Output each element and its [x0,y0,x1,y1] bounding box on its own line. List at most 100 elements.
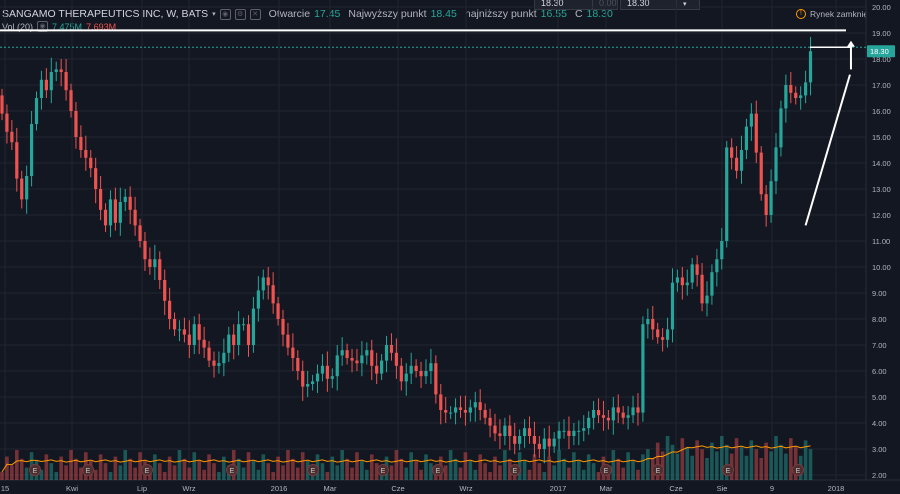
earnings-marker [82,464,94,476]
volume-bar [103,463,108,480]
candle [103,209,108,226]
candle [685,282,689,286]
candle [355,360,359,364]
volume-header: Vol (20) ◉ 7.475M 7.693M [2,21,116,32]
x-tick-label: Sie [717,484,728,493]
candle [15,142,19,179]
y-tick-label: 14.00 [872,159,891,168]
volume-bar [222,456,226,480]
earnings-marker-label: E [230,468,235,475]
volume-bar [665,436,670,480]
eye-icon[interactable]: ◉ [219,8,231,20]
candle [271,285,275,304]
earnings-marker [141,464,153,476]
trendline [804,74,851,226]
candle [49,72,53,91]
y-tick-label: 19.00 [872,29,891,38]
market-status: ! Rynek zamknięty [796,9,875,19]
volume-bar [123,450,128,480]
volume-bar [468,461,473,480]
y-tick-label: 16.00 [872,107,891,116]
volume-bar [719,436,724,480]
candle [34,98,39,124]
candle [39,79,44,98]
candle [419,371,423,377]
volume-bar [281,465,285,480]
volume-bar [591,463,596,480]
earnings-marker-label: E [86,468,91,475]
candle [409,365,413,374]
volume-bar [581,469,586,480]
volume-bar [374,463,379,480]
candle [414,365,418,371]
volume-bar [670,444,675,480]
candle [202,339,206,348]
settings-icon[interactable]: ⚙ [234,8,246,20]
candle [769,181,773,215]
volume-bar [424,454,428,480]
volume-bar [734,438,739,480]
candle [483,410,487,418]
candle [715,259,719,273]
price-box-2[interactable]: 0.00 [592,0,618,10]
candle [108,199,113,226]
candle [54,69,58,72]
candle [641,324,645,413]
x-tick-label: 2016 [271,484,288,493]
candle [325,365,329,379]
volume-bar [187,467,192,480]
volume-bar [577,461,581,480]
candle [286,334,290,348]
candle [513,436,517,444]
eye-icon[interactable]: ◉ [37,21,49,32]
current-price-label: 18.30 [870,47,889,56]
price-axis [866,0,900,494]
volume-bar [547,456,552,480]
x-tick-label: 9 [770,484,774,493]
volume-label[interactable]: Vol (20) [2,21,34,32]
candle [646,319,650,325]
volume-bar [611,450,616,480]
y-tick-label: 15.00 [872,133,891,142]
volume-bar [660,451,665,480]
y-tick-label: 13.00 [872,185,891,194]
candle [365,350,369,356]
candle [330,376,334,379]
candle [444,410,448,413]
candle [759,152,763,195]
volume-bar [19,458,24,480]
volume-bar [93,469,98,480]
candle [799,95,803,98]
symbol-title[interactable]: SANGAMO THERAPEUTICS INC, W, BATS [2,8,209,20]
earnings-marker-label: E [726,468,731,475]
volume-bar [552,465,556,480]
volume-bar [784,453,788,480]
y-tick-label: 7.00 [872,341,887,350]
candle [794,92,798,98]
candle [803,82,808,96]
chevron-down-icon[interactable]: ▾ [212,11,216,18]
close-icon[interactable]: ✕ [249,8,261,20]
candle [212,360,216,366]
volume-bar [69,450,73,480]
volume-bar [291,458,295,480]
candle [237,324,241,345]
candle [463,410,468,413]
volume-bar [113,456,118,480]
candle [542,438,546,449]
candle [468,407,472,413]
volume-bar [236,458,241,480]
candle [439,394,443,410]
volume-bar [153,454,157,480]
x-tick-label: 15 [1,484,9,493]
earnings-marker [432,464,444,476]
volume-bar [98,454,103,480]
candle [168,300,172,319]
volume-bar [453,458,458,480]
volume-bar [646,449,650,480]
candle [601,415,606,418]
candle [493,425,497,434]
volume-bar [522,461,527,480]
volume-bar [365,469,369,480]
